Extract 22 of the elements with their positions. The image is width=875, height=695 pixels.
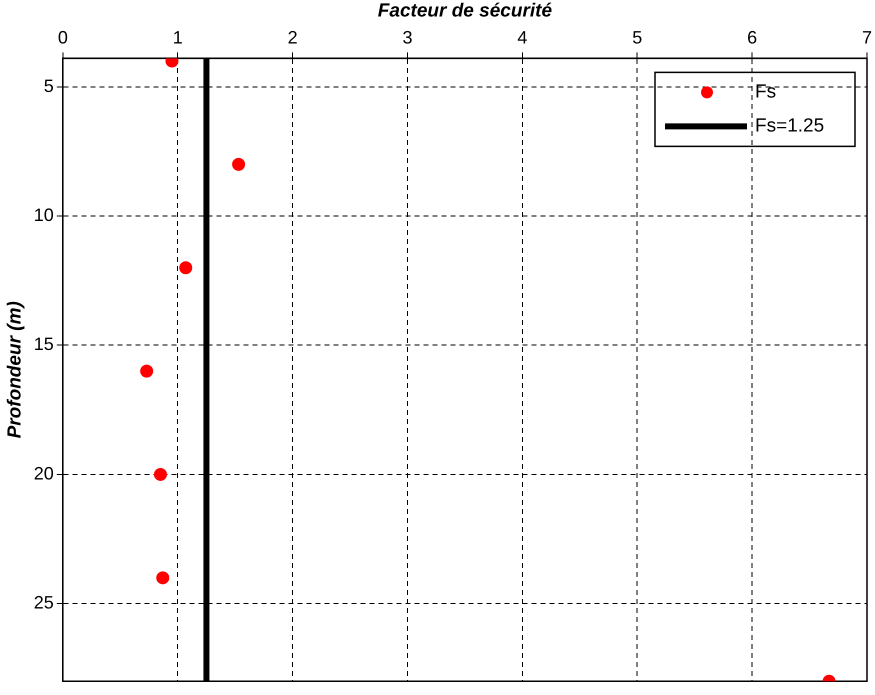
y-tick-label: 5 (44, 76, 54, 96)
x-tick-label: 2 (288, 28, 298, 48)
x-tick-label: 3 (402, 28, 412, 48)
point (232, 158, 246, 171)
legend-label: Fs (754, 82, 776, 103)
x-tick-label: 5 (632, 28, 642, 48)
x-tick-label: 7 (862, 28, 872, 48)
y-tick-label: 20 (34, 463, 54, 484)
point (154, 468, 167, 481)
ref-line-label: Fs=1.25 (754, 116, 824, 137)
x-tick-label: 6 (747, 28, 758, 48)
x-axis-title: Facteur de sécurité (378, 0, 552, 22)
point (179, 261, 192, 274)
point (156, 571, 170, 584)
y-tick-label: 10 (34, 205, 54, 226)
x-tick-label: 4 (517, 28, 528, 48)
y-tick-label: 25 (34, 592, 54, 613)
y-axis-title: Profondeur (m) (4, 301, 26, 438)
point (140, 364, 154, 378)
x-tick-label: 1 (172, 28, 183, 48)
x-tick-label: 0 (58, 28, 68, 48)
y-tick-label: 15 (34, 334, 54, 354)
